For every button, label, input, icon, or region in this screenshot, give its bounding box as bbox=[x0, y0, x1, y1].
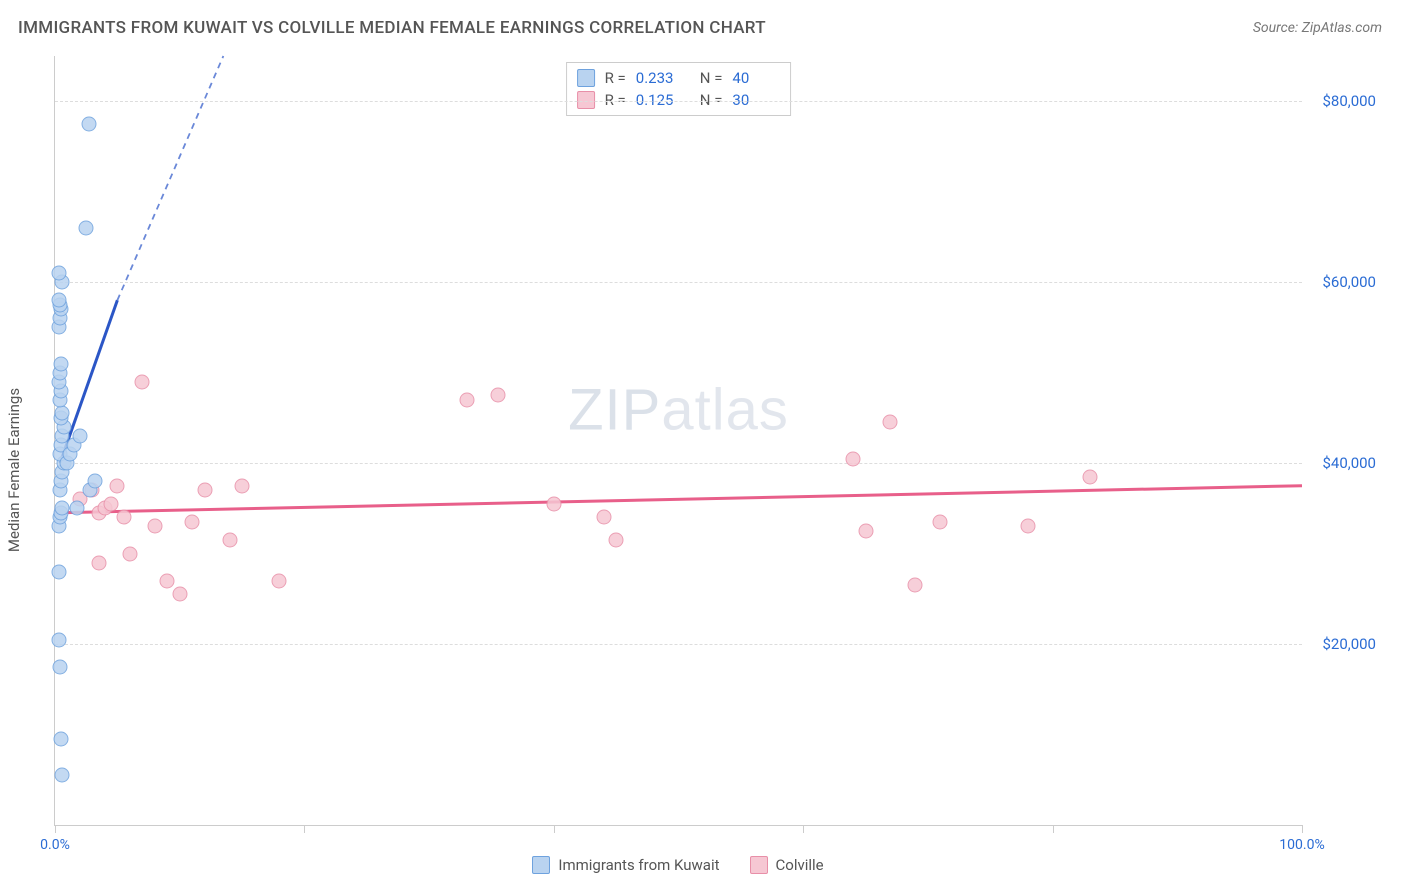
data-point-kuwait bbox=[72, 428, 87, 443]
x-tick bbox=[803, 825, 804, 833]
data-point-kuwait bbox=[54, 732, 69, 747]
data-point-colville bbox=[272, 573, 287, 588]
x-tick bbox=[304, 825, 305, 833]
data-point-colville bbox=[846, 451, 861, 466]
legend-swatch-kuwait bbox=[532, 856, 550, 874]
data-point-colville bbox=[91, 555, 106, 570]
data-point-colville bbox=[883, 415, 898, 430]
data-point-colville bbox=[135, 374, 150, 389]
data-point-colville bbox=[122, 546, 137, 561]
x-tick-label: 100.0% bbox=[1279, 837, 1324, 853]
data-point-colville bbox=[609, 533, 624, 548]
data-point-kuwait bbox=[79, 220, 94, 235]
plot-area: ZIPatlas R = 0.233 N = 40 R = 0.125 N = … bbox=[54, 56, 1302, 826]
legend-item-kuwait: Immigrants from Kuwait bbox=[532, 856, 719, 874]
x-tick bbox=[1302, 825, 1303, 833]
x-tick bbox=[55, 825, 56, 833]
data-point-colville bbox=[235, 478, 250, 493]
data-point-colville bbox=[110, 478, 125, 493]
stats-r-label: R = bbox=[605, 91, 626, 109]
data-point-colville bbox=[858, 523, 873, 538]
x-tick bbox=[1053, 825, 1054, 833]
data-point-colville bbox=[1020, 519, 1035, 534]
stats-n-label: N = bbox=[700, 69, 723, 87]
chart-container: Median Female Earnings ZIPatlas R = 0.23… bbox=[18, 48, 1382, 874]
stats-r-label: R = bbox=[605, 69, 626, 87]
gridline-h bbox=[55, 282, 1302, 283]
data-point-kuwait bbox=[51, 266, 66, 281]
legend-item-colville: Colville bbox=[750, 856, 824, 874]
data-point-colville bbox=[197, 483, 212, 498]
data-point-colville bbox=[222, 533, 237, 548]
data-point-colville bbox=[908, 578, 923, 593]
y-tick-label: $80,000 bbox=[1308, 92, 1376, 110]
stats-n-value-colville: 30 bbox=[732, 91, 780, 109]
stats-r-value-kuwait: 0.233 bbox=[636, 69, 684, 87]
source-name: ZipAtlas.com bbox=[1302, 20, 1382, 36]
stats-n-label: N = bbox=[700, 91, 723, 109]
data-point-kuwait bbox=[55, 501, 70, 516]
data-point-colville bbox=[147, 519, 162, 534]
y-tick-label: $20,000 bbox=[1308, 635, 1376, 653]
data-point-colville bbox=[116, 510, 131, 525]
y-tick-label: $40,000 bbox=[1308, 454, 1376, 472]
trend-lines-svg bbox=[55, 56, 1302, 825]
data-point-kuwait bbox=[55, 768, 70, 783]
data-point-colville bbox=[1083, 469, 1098, 484]
source-prefix: Source: bbox=[1253, 20, 1302, 36]
data-point-colville bbox=[185, 514, 200, 529]
source-attribution: Source: ZipAtlas.com bbox=[1253, 20, 1382, 36]
data-point-colville bbox=[104, 496, 119, 511]
watermark: ZIPatlas bbox=[568, 376, 789, 443]
data-point-colville bbox=[172, 587, 187, 602]
data-point-kuwait bbox=[52, 659, 67, 674]
legend-label-colville: Colville bbox=[776, 856, 824, 874]
stats-row-colville: R = 0.125 N = 30 bbox=[577, 89, 781, 111]
data-point-colville bbox=[933, 514, 948, 529]
series-legend: Immigrants from Kuwait Colville bbox=[54, 856, 1302, 874]
data-point-colville bbox=[596, 510, 611, 525]
x-tick bbox=[554, 825, 555, 833]
data-point-kuwait bbox=[81, 116, 96, 131]
data-point-colville bbox=[546, 496, 561, 511]
data-point-kuwait bbox=[55, 406, 70, 421]
legend-swatch-colville bbox=[750, 856, 768, 874]
data-point-colville bbox=[490, 388, 505, 403]
gridline-h bbox=[55, 463, 1302, 464]
x-tick-label: 0.0% bbox=[40, 837, 70, 853]
chart-title: IMMIGRANTS FROM KUWAIT VS COLVILLE MEDIA… bbox=[18, 18, 766, 38]
data-point-colville bbox=[459, 392, 474, 407]
swatch-kuwait bbox=[577, 69, 595, 87]
data-point-kuwait bbox=[51, 632, 66, 647]
gridline-h bbox=[55, 101, 1302, 102]
data-point-kuwait bbox=[51, 564, 66, 579]
trend-line-kuwait-extrapolated bbox=[117, 56, 223, 300]
data-point-kuwait bbox=[70, 501, 85, 516]
legend-label-kuwait: Immigrants from Kuwait bbox=[558, 856, 719, 874]
stats-n-value-kuwait: 40 bbox=[732, 69, 780, 87]
watermark-bold: ZIP bbox=[568, 377, 661, 442]
gridline-h bbox=[55, 644, 1302, 645]
data-point-colville bbox=[160, 573, 175, 588]
stats-row-kuwait: R = 0.233 N = 40 bbox=[577, 67, 781, 89]
y-axis-label: Median Female Earnings bbox=[5, 388, 23, 552]
watermark-light: atlas bbox=[661, 377, 789, 442]
stats-legend-box: R = 0.233 N = 40 R = 0.125 N = 30 bbox=[566, 62, 792, 116]
data-point-kuwait bbox=[54, 356, 69, 371]
data-point-kuwait bbox=[87, 474, 102, 489]
data-point-kuwait bbox=[51, 293, 66, 308]
swatch-colville bbox=[577, 91, 595, 109]
y-tick-label: $60,000 bbox=[1308, 273, 1376, 291]
stats-r-value-colville: 0.125 bbox=[636, 91, 684, 109]
